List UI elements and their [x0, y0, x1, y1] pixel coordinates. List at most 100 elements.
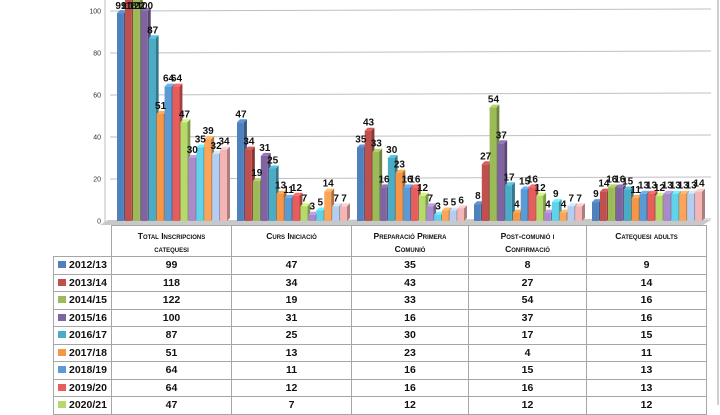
table-row: 2016/17 87 25 30 17 15	[53, 326, 707, 345]
bar	[474, 204, 481, 221]
legend-swatch	[58, 313, 66, 321]
bar	[655, 195, 663, 221]
bar-top	[332, 203, 343, 207]
data-label: 15	[622, 177, 634, 188]
data-label: 13	[646, 181, 658, 192]
legend-swatch	[58, 278, 66, 286]
data-label: 17	[503, 172, 515, 183]
bar-top	[481, 161, 492, 165]
table-cell: 27	[468, 273, 587, 292]
bar-top	[544, 209, 554, 213]
bar-top	[663, 190, 674, 194]
data-label: 3	[310, 202, 316, 213]
data-label: 7	[428, 193, 434, 204]
bar	[340, 206, 347, 221]
table-cell: 122	[111, 291, 232, 310]
bar-top	[489, 104, 500, 108]
table-cell: 100	[111, 308, 232, 327]
bar	[449, 210, 457, 221]
legend-swatch	[58, 261, 66, 269]
bar	[380, 187, 387, 221]
chart-data-table: Total Inscripcions catequesi Curs Iniciac…	[53, 225, 707, 415]
bar-top	[260, 152, 271, 156]
legend-swatch	[58, 331, 66, 339]
data-label: 34	[218, 137, 230, 148]
header-line: Preparació Primera	[373, 231, 447, 241]
table-cell: 16	[468, 378, 587, 397]
data-label: 16	[409, 174, 421, 185]
table-cell: 31	[231, 308, 352, 327]
table-cell: 43	[351, 273, 469, 292]
data-label: 11	[630, 185, 641, 196]
bar-top	[599, 188, 610, 192]
data-label: 43	[363, 118, 375, 129]
bar	[220, 149, 227, 221]
data-label: 12	[535, 183, 547, 194]
data-label: 7	[302, 193, 308, 204]
data-label: 100	[136, 1, 153, 12]
data-label: 15	[519, 177, 531, 188]
bar	[505, 185, 512, 221]
bar-top	[156, 110, 167, 114]
bar	[132, 0, 140, 221]
table-header-row: Total Inscripcions catequesi Curs Iniciac…	[53, 225, 707, 257]
legend-swatch	[58, 296, 66, 304]
y-tick-label: 100	[89, 9, 101, 16]
bar-top	[212, 150, 223, 154]
data-label: 13	[678, 181, 690, 192]
bar	[140, 11, 148, 221]
bar-top	[512, 209, 523, 213]
bar	[292, 195, 300, 221]
chart-floor	[100, 220, 711, 225]
bar	[647, 193, 655, 221]
header-total: Total Inscripcions catequesi	[111, 225, 232, 257]
bar	[284, 197, 292, 221]
header-preparacio: Preparació Primera Comunió	[351, 225, 469, 257]
legend-swatch	[58, 366, 66, 374]
bar-top	[647, 190, 658, 194]
legend-entry: 2013/14	[53, 273, 112, 292]
legend-entry: 2020/21	[53, 396, 112, 415]
data-label: 6	[458, 195, 464, 206]
data-label: 13	[638, 181, 650, 192]
data-label: 54	[488, 95, 500, 106]
bar-top	[300, 203, 311, 207]
bar	[631, 197, 639, 221]
bar-top	[474, 201, 484, 205]
bar-top	[340, 203, 350, 207]
table-row: 2012/13 99 47 35 8 9	[53, 256, 707, 275]
bar	[520, 189, 528, 221]
bar	[244, 149, 252, 221]
bar	[441, 210, 449, 221]
data-label: 27	[480, 151, 492, 162]
bar	[489, 107, 497, 221]
bar-top	[196, 144, 207, 148]
table-cell: 64	[111, 361, 232, 380]
bar	[551, 202, 559, 221]
bar-top	[671, 190, 682, 194]
bar	[308, 214, 316, 221]
bar	[528, 187, 536, 221]
bar-top	[252, 178, 263, 182]
table-cell: 34	[231, 273, 352, 292]
bar-top	[357, 144, 367, 148]
table-row: 2015/16 100 31 16 37 16	[53, 308, 707, 327]
bar-top	[559, 209, 570, 213]
bar-top	[631, 194, 642, 198]
bar-top	[364, 127, 375, 131]
bar-top	[324, 188, 335, 192]
table-cell: 9	[586, 256, 707, 275]
data-label: 34	[243, 137, 255, 148]
data-label: 7	[576, 193, 582, 204]
table-cell: 4	[468, 343, 587, 362]
bar	[687, 193, 695, 221]
table-cell: 16	[586, 308, 707, 327]
bar-top	[418, 192, 429, 196]
data-label: 37	[496, 130, 508, 141]
table-cell: 15	[586, 326, 707, 345]
bar-top	[380, 184, 390, 188]
bar	[332, 206, 340, 221]
bar	[117, 13, 124, 221]
bar	[615, 187, 623, 221]
bar-top	[220, 146, 230, 150]
